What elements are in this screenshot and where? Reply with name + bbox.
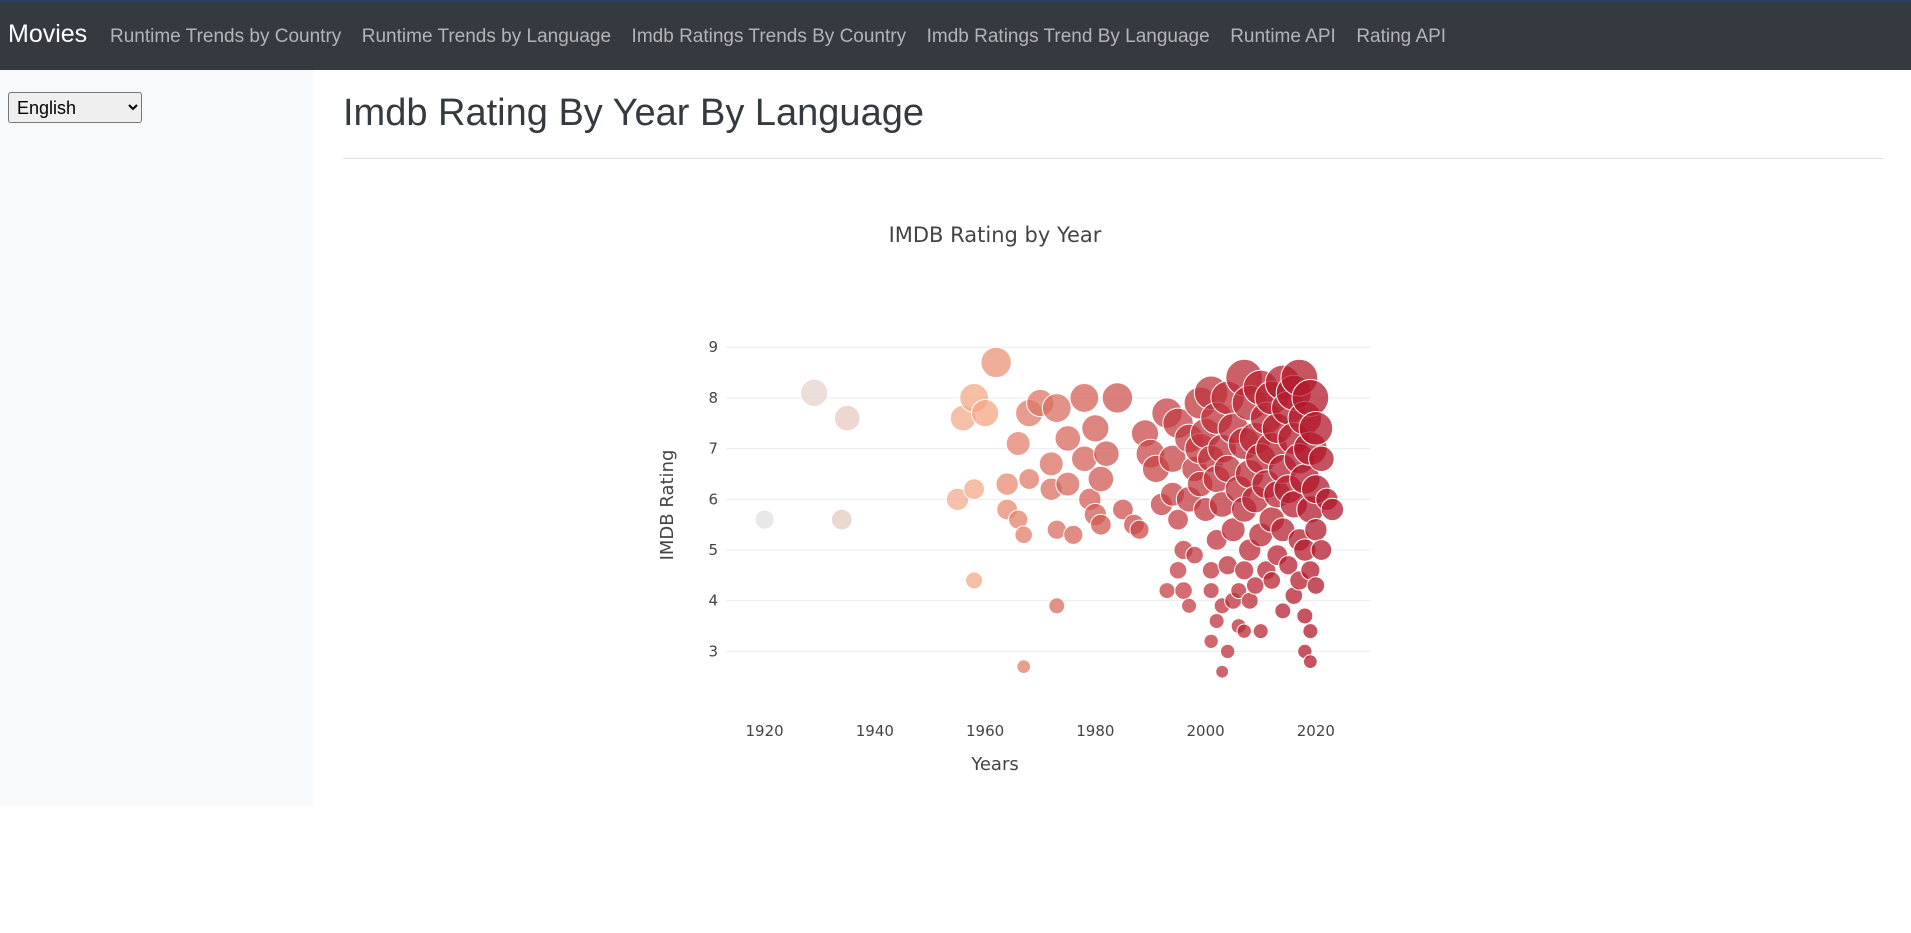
data-point[interactable] [1302, 623, 1319, 640]
top-navbar: Movies Runtime Trends by Country Runtime… [0, 0, 1911, 70]
page-title: Imdb Rating By Year By Language [343, 92, 924, 134]
data-point[interactable] [1262, 571, 1282, 590]
data-point[interactable] [1236, 623, 1252, 639]
data-point[interactable] [1018, 468, 1041, 490]
y-tick-label: 6 [708, 490, 718, 508]
data-point[interactable] [1298, 411, 1334, 446]
y-axis-ticks: 3 4 5 6 7 8 9 [708, 338, 718, 660]
data-point[interactable] [1202, 582, 1220, 600]
data-point[interactable] [1112, 498, 1134, 521]
data-point[interactable] [1168, 561, 1188, 580]
chart-points [754, 346, 1345, 679]
data-point[interactable] [1174, 581, 1193, 600]
brand-link[interactable]: Movies [8, 20, 88, 48]
y-tick-label: 3 [708, 642, 718, 660]
data-point[interactable] [1063, 524, 1084, 545]
data-point[interactable] [1054, 425, 1082, 452]
data-point[interactable] [1203, 633, 1219, 649]
language-select[interactable]: English [8, 92, 142, 123]
data-point[interactable] [1069, 383, 1100, 413]
data-point[interactable] [754, 509, 775, 530]
data-point[interactable] [1245, 576, 1265, 595]
data-point[interactable] [1071, 445, 1098, 473]
data-point[interactable] [1014, 525, 1033, 545]
y-tick-label: 7 [708, 440, 718, 458]
data-point[interactable] [1234, 560, 1255, 581]
main-content: Imdb Rating By Year By Language [313, 70, 1911, 933]
x-tick-label: 2020 [1297, 722, 1335, 740]
nav-links: Runtime Trends by Country Runtime Trends… [110, 26, 1467, 48]
data-point[interactable] [1310, 539, 1333, 561]
data-point[interactable] [963, 478, 985, 501]
data-point[interactable] [1306, 576, 1326, 595]
data-point[interactable] [1215, 664, 1230, 679]
data-point[interactable] [1320, 497, 1345, 522]
data-point[interactable] [1038, 451, 1064, 477]
y-tick-label: 8 [708, 389, 718, 407]
data-point[interactable] [1181, 597, 1198, 614]
nav-link-imdb-language[interactable]: Imdb Ratings Trend By Language [926, 26, 1210, 47]
data-point[interactable] [1219, 643, 1236, 660]
data-point[interactable] [1089, 513, 1112, 536]
x-axis-ticks: 1920 1940 1960 1980 2000 2020 [745, 722, 1334, 740]
imdb-rating-chart: IMDB Rating by Year 1920 1940 1960 1980 2000… [657, 223, 1371, 775]
data-point[interactable] [1201, 561, 1221, 580]
data-point[interactable] [1274, 602, 1292, 620]
data-point[interactable] [1055, 471, 1081, 497]
data-point[interactable] [1302, 654, 1318, 669]
data-point[interactable] [1167, 508, 1189, 531]
data-point[interactable] [1016, 659, 1032, 675]
y-axis-title: IMDB Rating [657, 450, 678, 561]
data-point[interactable] [1081, 414, 1110, 443]
x-tick-label: 1940 [856, 722, 894, 740]
data-point[interactable] [995, 472, 1019, 496]
data-point[interactable] [1252, 623, 1269, 640]
data-point[interactable] [1005, 431, 1031, 457]
title-divider [343, 158, 1883, 159]
y-tick-label: 9 [708, 338, 718, 356]
x-axis-title: Years [970, 754, 1019, 775]
data-point[interactable] [1185, 545, 1204, 565]
data-point[interactable] [1296, 607, 1314, 625]
data-point[interactable] [1230, 582, 1248, 600]
nav-link-rating-api[interactable]: Rating API [1356, 26, 1447, 47]
data-point[interactable] [1291, 379, 1330, 417]
data-point[interactable] [1220, 517, 1246, 543]
data-point[interactable] [1278, 555, 1299, 576]
data-point[interactable] [1048, 597, 1066, 615]
data-point[interactable] [1304, 518, 1328, 542]
data-point[interactable] [945, 487, 970, 512]
data-point[interactable] [800, 378, 829, 407]
y-tick-label: 4 [708, 592, 718, 610]
y-tick-label: 5 [708, 541, 718, 559]
data-point[interactable] [1087, 465, 1115, 493]
sidebar: English [0, 70, 313, 806]
nav-link-imdb-country[interactable]: Imdb Ratings Trends By Country [631, 26, 907, 47]
data-point[interactable] [1101, 382, 1134, 414]
data-point[interactable] [980, 346, 1012, 379]
data-point[interactable] [830, 508, 853, 531]
data-point[interactable] [1093, 440, 1120, 467]
data-point[interactable] [1308, 445, 1335, 473]
x-tick-label: 1980 [1076, 722, 1114, 740]
data-point[interactable] [1208, 612, 1225, 630]
data-point[interactable] [1158, 582, 1176, 600]
nav-link-runtime-language[interactable]: Runtime Trends by Language [361, 26, 612, 47]
data-point[interactable] [971, 399, 1000, 428]
nav-link-runtime-api[interactable]: Runtime API [1230, 26, 1336, 47]
x-tick-label: 2000 [1187, 722, 1225, 740]
nav-link-runtime-country[interactable]: Runtime Trends by Country [110, 26, 342, 47]
data-point[interactable] [833, 404, 861, 432]
chart-title: IMDB Rating by Year [889, 223, 1102, 247]
x-tick-label: 1920 [745, 722, 783, 740]
x-tick-label: 1960 [966, 722, 1004, 740]
data-point[interactable] [1129, 519, 1150, 540]
data-point[interactable] [1041, 393, 1072, 423]
data-point[interactable] [965, 571, 984, 590]
